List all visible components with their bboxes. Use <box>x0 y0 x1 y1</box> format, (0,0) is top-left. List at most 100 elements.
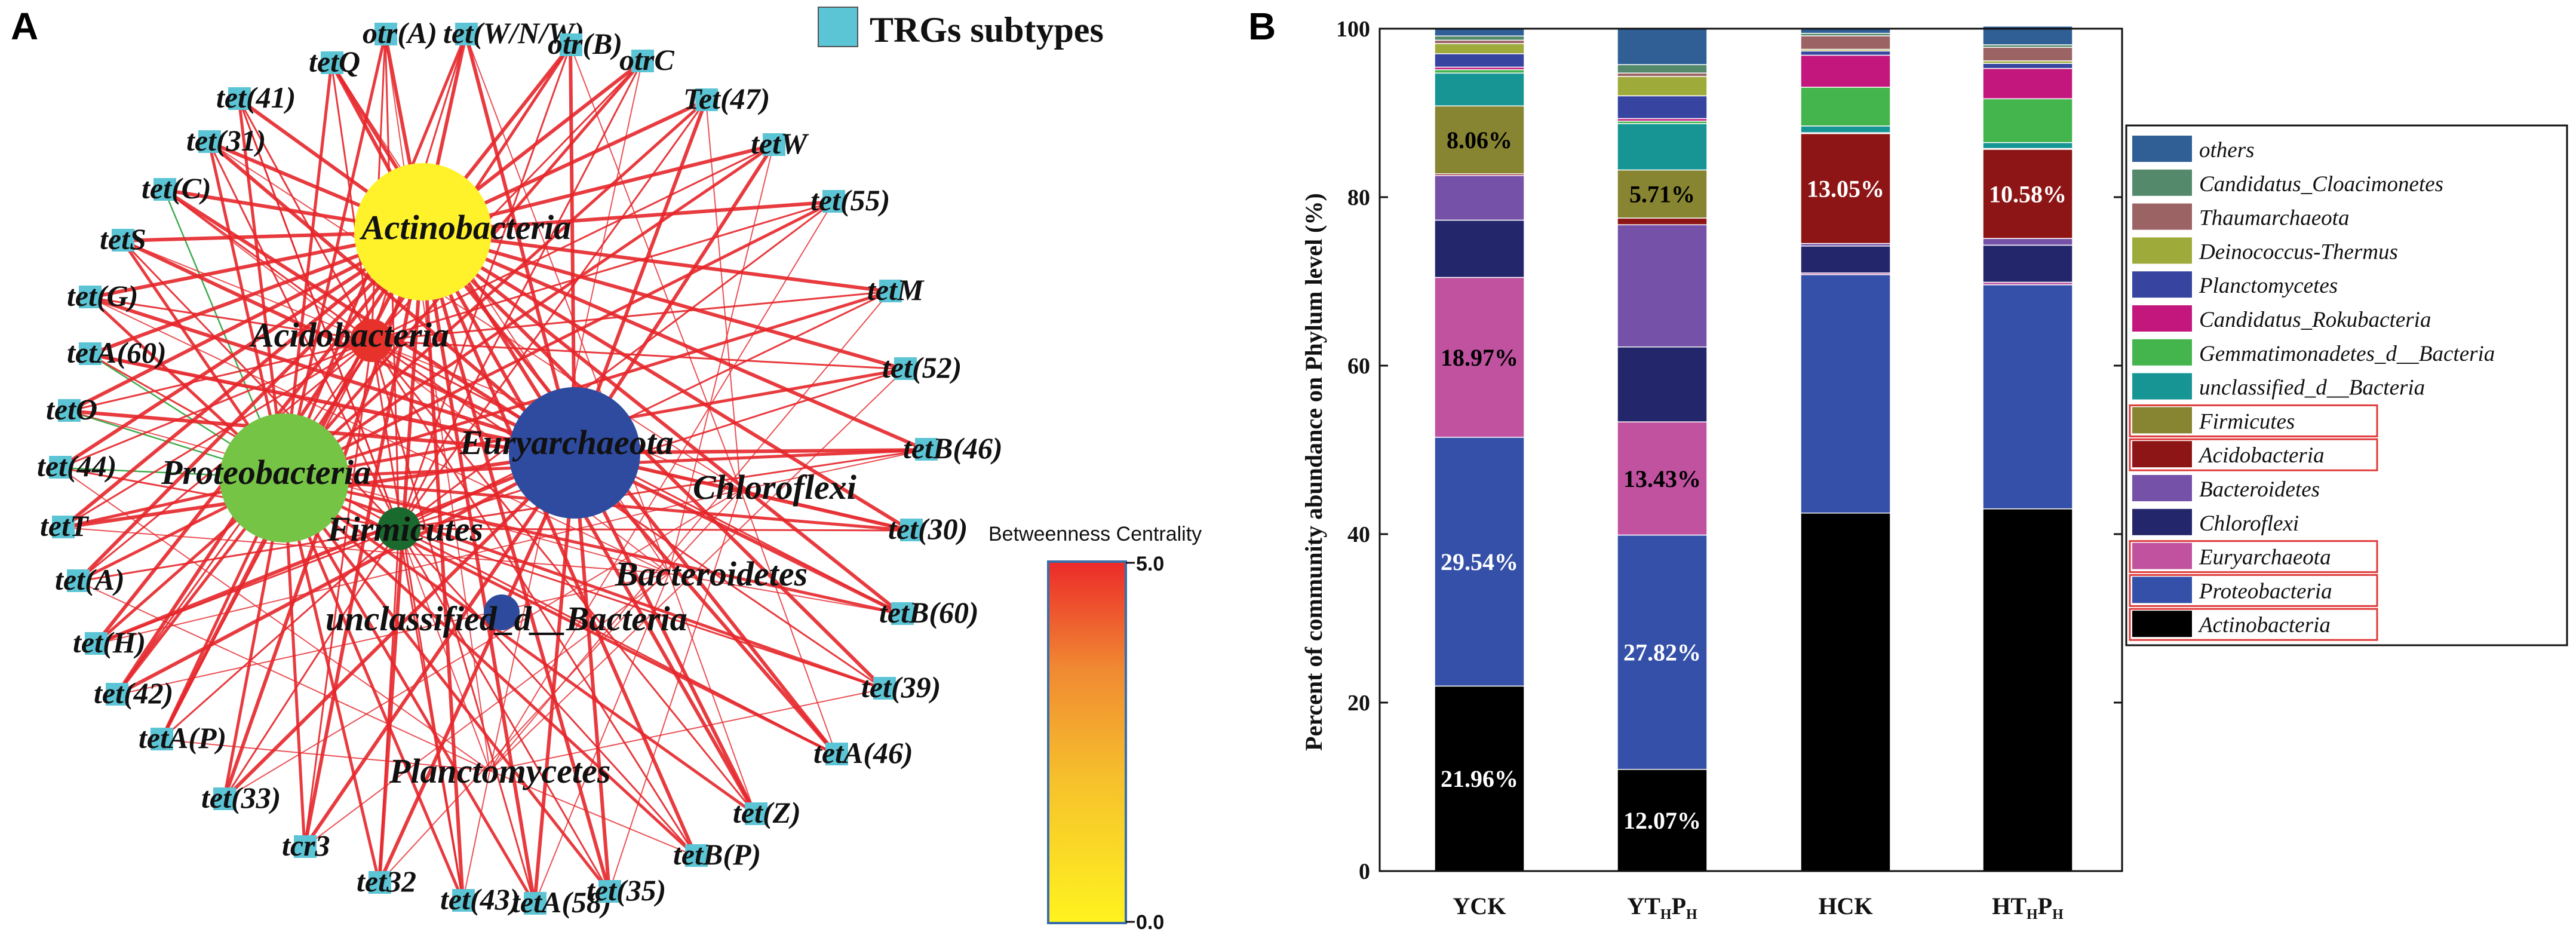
gene-label-teto: tetO <box>46 393 97 426</box>
edge-euryarchaeota-31 <box>303 452 576 848</box>
phylum-node-proteobacteria <box>220 413 349 542</box>
gene-node-tet-43 <box>452 889 475 912</box>
gene-label-tet-47: Tet(47) <box>683 82 770 115</box>
edge-actinobacteria-31 <box>303 231 425 848</box>
legend-swatch-planctomycetes <box>2132 271 2192 298</box>
edge-chloroflexi-17 <box>740 449 926 491</box>
edge-chloroflexi-32 <box>379 489 741 884</box>
edge-bacteroidetes-34 <box>534 573 670 905</box>
x-tick-label-ythph: YTHPH <box>1627 893 1697 922</box>
colorbar-title: Betweenness Centrality <box>988 523 1202 545</box>
bar-thaumarchaeota-hthph <box>1982 47 2073 62</box>
bar-actinobacteria-hthph <box>1982 508 2073 872</box>
gene-node-tet-52 <box>894 357 917 380</box>
edge-euryarchaeota-32 <box>377 452 576 884</box>
gene-label-tet-43: tet(43) <box>440 882 520 916</box>
edge-proteobacteria-7 <box>283 143 775 480</box>
gene-label-otr-b: otr(B) <box>548 27 622 60</box>
edge-actinobacteria-35 <box>421 231 611 893</box>
gene-label-teta-p: tetA(P) <box>139 721 226 755</box>
gene-label-tet-42: tet(42) <box>94 676 173 710</box>
edge-euryarchaeota-35 <box>573 452 611 893</box>
edge-bacteroidetes-28 <box>668 573 756 815</box>
gene-node-tet-30 <box>900 519 923 541</box>
edge-proteobacteria-34 <box>283 477 536 905</box>
legend-highlight-firmicutes <box>2129 404 2378 437</box>
gene-label-tetq: tetQ <box>309 45 360 78</box>
edge-actinobacteria-26 <box>421 231 838 756</box>
edge-actinobacteria-15 <box>422 230 905 371</box>
gene-node-tetb-p <box>685 844 708 867</box>
y-tick-label-40: 40 <box>1347 522 1370 547</box>
y-tick-label-20: 20 <box>1347 691 1370 716</box>
bar-chloroflexi-yck <box>1434 219 1525 278</box>
gene-label-tcr3: tcr3 <box>282 829 330 862</box>
edge-firmicutes-20 <box>398 528 911 532</box>
edge-firmicutes-35 <box>398 528 610 893</box>
gene-node-tet-44 <box>49 456 72 479</box>
edge-chloroflexi-35 <box>609 489 741 893</box>
legend-label-proteobacteria: Proteobacteria <box>2199 579 2332 603</box>
edge-acidobacteria-7 <box>371 144 774 342</box>
gene-node-otr-b <box>560 33 582 56</box>
gene-label-tet32: tet32 <box>357 865 416 898</box>
data-label-acidobacteria-hthph: 10.58% <box>1989 181 2067 208</box>
network-edges <box>59 34 927 905</box>
edge-actinobacteria-21 <box>76 230 425 583</box>
edge-actinobacteria-33 <box>421 231 465 902</box>
legend-label-bacteroidetes: Bacteroidetes <box>2199 477 2320 502</box>
gene-node-teto <box>58 399 81 422</box>
legend-swatch-acidobacteria <box>2132 441 2192 468</box>
gene-node-tet-31 <box>198 130 221 153</box>
gene-node-teta-58 <box>524 892 546 915</box>
bar-planctomycetes-hck <box>1800 50 1891 56</box>
gene-node-tetb-46 <box>915 438 938 461</box>
gene-label-teta-60: tetA(60) <box>67 336 167 369</box>
edge-acidobacteria-19 <box>62 339 372 529</box>
legend-items: others Candidatus_Cloacimonetes Thaumarcha… <box>2129 136 2495 641</box>
edge-chloroflexi-5 <box>705 100 741 491</box>
bar-chloroflexi-ythph <box>1617 346 1708 422</box>
bar-planctomycetes-ythph <box>1617 95 1708 119</box>
bar-candidatus-rokubacteria-hthph <box>1982 68 2073 100</box>
edge-acidobacteria-6 <box>238 99 373 341</box>
bar-others-ythph <box>1617 28 1708 65</box>
colorbar-max-label: 5.0 <box>1136 553 1164 575</box>
legend-label-gemmatimonadetes-d-bacteria: Gemmatimonadetes_d__Bacteria <box>2199 342 2495 366</box>
bar-gemmatimonadetes-d-bacteria-hthph <box>1982 98 2073 143</box>
edge-actinobacteria-20 <box>422 230 912 532</box>
legend-swatch-candidatus-cloacimonetes <box>2132 169 2192 196</box>
bar-candidatus-cloacimonetes-yck <box>1434 35 1525 41</box>
phylum-labels: Actinobacteria Acidobacteria Euryarchaeota… <box>161 208 856 790</box>
phylum-node-euryarchaeota <box>509 387 640 519</box>
edge-actinobacteria-30 <box>421 231 698 857</box>
edge-firmicutes-23 <box>95 528 400 645</box>
bar-thaumarchaeota-hck <box>1800 35 1891 50</box>
stacked-bar-panel: B Percent of community abundance on Phyl… <box>1248 5 2568 922</box>
phylum-label-actinobacteria: Actinobacteria <box>360 208 571 247</box>
gene-node-tet-41 <box>228 87 251 110</box>
gene-node-tet-c <box>153 178 176 201</box>
data-label-proteobacteria-yck: 29.54% <box>1441 548 1518 575</box>
gene-node-tet-55 <box>822 190 845 213</box>
edge-firmicutes-2 <box>398 45 572 529</box>
gene-label-tetm: tetM <box>867 273 925 306</box>
gene-node-tet-z <box>745 802 767 825</box>
bar-euryarchaeota-ythph <box>1617 421 1708 536</box>
gene-node-teta-60 <box>79 342 102 365</box>
edge-firmicutes-9 <box>398 201 834 530</box>
bar-proteobacteria-hthph <box>1982 284 2073 510</box>
network-panel: A otr(A) tet(W/N/W)otr(B)otrCtetQTet(47)t… <box>11 5 1202 934</box>
gene-node-tett <box>52 516 75 538</box>
edge-firmicutes-33 <box>398 528 464 902</box>
legend-swatch-unclassified-d-bacteria <box>2132 373 2192 400</box>
y-tick-label-100: 100 <box>1336 17 1370 42</box>
data-label-euryarchaeota-ythph: 13.43% <box>1623 465 1701 492</box>
bar-bacteroidetes-ythph <box>1617 224 1708 348</box>
phylum-node-firmicutes <box>377 507 420 550</box>
legend-box <box>2125 124 2568 646</box>
bar-unclassified-d-bacteria-hck <box>1800 125 1891 133</box>
gene-label-tet-52: tet(52) <box>882 351 962 384</box>
legend-label-deinococcus-thermus: Deinococcus-Thermus <box>2199 240 2398 264</box>
panel-letter-b: B <box>1248 5 1276 48</box>
